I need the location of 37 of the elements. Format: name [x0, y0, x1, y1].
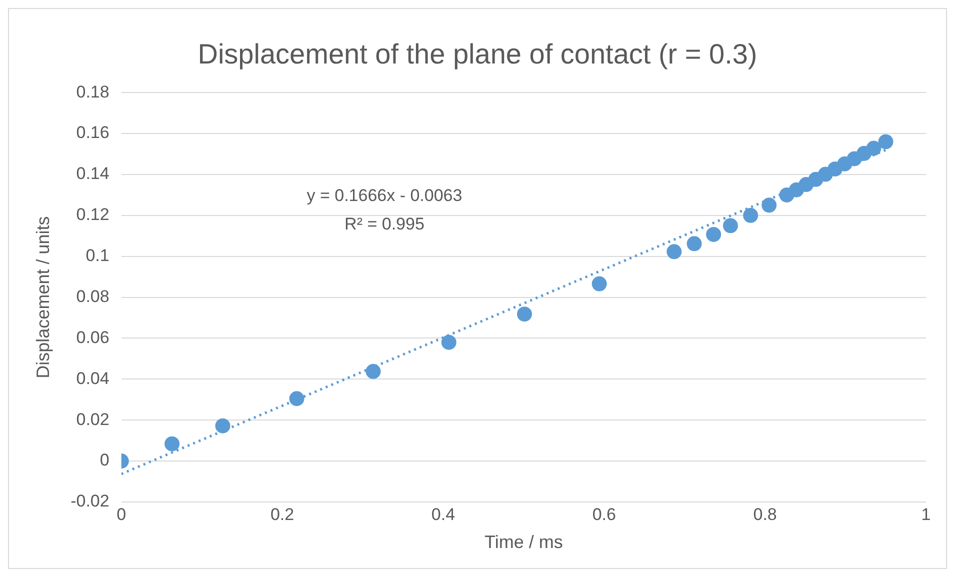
x-tick-label: 1: [921, 504, 931, 524]
point: [592, 276, 607, 292]
chart-title: Displacement of the plane of contact (r = 0.3): [198, 38, 758, 70]
point: [686, 236, 702, 252]
annotation: y = 0.1666x - 0.0063: [306, 186, 462, 205]
point: [722, 218, 738, 234]
y-tick-label: -0.02: [70, 492, 110, 511]
y-tick-label: 0: [100, 450, 110, 470]
point: [706, 226, 722, 242]
y-tick-label: 0.14: [76, 164, 110, 184]
y-tick-label: 0.08: [76, 286, 110, 306]
y-tick-label: 0.04: [76, 368, 110, 388]
point: [743, 208, 758, 223]
y-tick-label: 0.1: [86, 246, 110, 266]
point: [762, 198, 777, 213]
x-tick-label: 0.8: [753, 504, 777, 524]
point: [164, 436, 180, 452]
point: [516, 306, 532, 322]
x-tick-label: 0: [116, 504, 126, 524]
point: [289, 391, 304, 406]
annotation: R² = 0.995: [344, 214, 424, 234]
point: [215, 418, 230, 434]
point: [666, 244, 682, 260]
y-tick-label: 0.06: [76, 328, 110, 347]
x-axis-title: Time / ms: [484, 532, 563, 552]
x-tick-label: 0.2: [270, 504, 294, 524]
y-tick-label: 0.16: [76, 123, 110, 142]
x-tick-label: 0.4: [431, 504, 456, 524]
y-tick-label: 0.18: [76, 82, 110, 102]
y-tick-label: 0.12: [76, 205, 110, 224]
y-axis-title: Displacement / units: [32, 216, 53, 378]
y-tick-label: 0.02: [76, 410, 110, 429]
x-tick-label: 0.6: [592, 504, 616, 524]
point: [441, 334, 456, 350]
point: [866, 140, 882, 156]
point: [366, 364, 381, 379]
point: [878, 134, 894, 150]
